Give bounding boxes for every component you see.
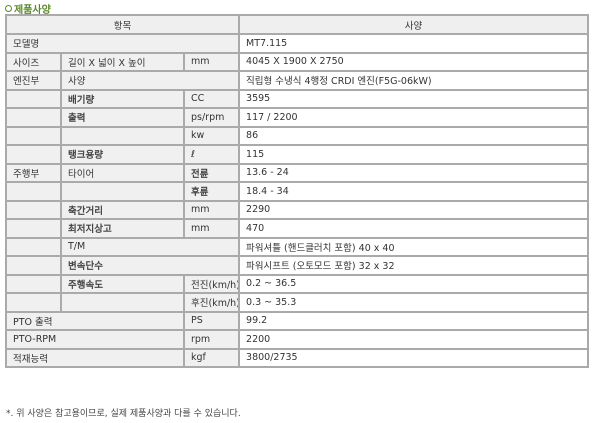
- row-label: PTO 출력: [5, 310, 185, 331]
- row-value: 파워셔틀 (핸드클러치 포함) 40 x 40: [238, 236, 589, 257]
- row-category: 주행부: [5, 162, 62, 183]
- table-row: 적재능력 kgf 3800/2735: [5, 347, 589, 368]
- header-spec: 사양: [238, 14, 589, 35]
- table-row: 후륜 18.4 - 34: [5, 181, 589, 202]
- row-category: [5, 88, 62, 109]
- row-label: 배기량: [60, 88, 185, 109]
- row-unit: 후륜: [182, 181, 241, 202]
- row-label: [60, 292, 185, 313]
- row-value: 3595: [238, 88, 589, 109]
- table-row: 탱크용량 ℓ 115: [5, 144, 589, 165]
- table-row: 후진(km/h) 0.3 ~ 35.3: [5, 292, 589, 313]
- row-unit: kgf: [182, 347, 241, 368]
- row-category: 엔진부: [5, 70, 62, 91]
- table-row: PTO-RPM rpm 2200: [5, 329, 589, 350]
- row-value: 470: [238, 218, 589, 239]
- table-row: T/M 파워셔틀 (핸드클러치 포함) 40 x 40: [5, 236, 589, 257]
- row-value: 2290: [238, 199, 589, 220]
- row-value: MT7.115: [238, 33, 589, 54]
- table-row: 출력 ps/rpm 117 / 2200: [5, 107, 589, 128]
- row-category: [5, 144, 62, 165]
- spec-table: 항목 사양 모델명 MT7.115 사이즈 길이 X 넓이 X 높이 mm 4045 X…: [4, 14, 589, 368]
- row-label: 적재능력: [5, 347, 185, 368]
- row-label: 축간거리: [60, 199, 185, 220]
- table-row: 최저지상고 mm 470: [5, 218, 589, 239]
- row-category: [5, 199, 62, 220]
- row-value: 18.4 - 34: [238, 181, 589, 202]
- row-unit: mm: [182, 199, 241, 220]
- section-title: 제품사양: [5, 1, 51, 16]
- row-unit: CC: [182, 88, 241, 109]
- row-value: 0.3 ~ 35.3: [238, 292, 589, 313]
- row-value: 0.2 ~ 36.5: [238, 273, 589, 294]
- table-row: 사이즈 길이 X 넓이 X 높이 mm 4045 X 1900 X 2750: [5, 51, 589, 72]
- table-row: 축간거리 mm 2290: [5, 199, 589, 220]
- row-value: 115: [238, 144, 589, 165]
- row-label: 사양: [59, 70, 241, 91]
- row-label: 출력: [60, 107, 185, 128]
- row-unit: 후진(km/h): [182, 292, 241, 313]
- table-row: PTO 출력 PS 99.2: [5, 310, 589, 331]
- row-category: [5, 273, 62, 294]
- row-unit: PS: [182, 310, 241, 331]
- header-item: 항목: [4, 14, 241, 35]
- row-unit: ℓ: [182, 144, 241, 165]
- row-unit: mm: [182, 218, 241, 239]
- table-row: 배기량 CC 3595: [5, 88, 589, 109]
- row-label: PTO-RPM: [5, 329, 185, 350]
- row-unit: 전륜: [182, 162, 241, 183]
- table-header: 항목 사양: [4, 14, 589, 35]
- row-value: 99.2: [238, 310, 589, 331]
- row-value: 13.6 - 24: [238, 162, 589, 183]
- row-category: [5, 125, 62, 146]
- row-unit: mm: [182, 51, 241, 72]
- footnote: *. 위 사양은 참고용이므로, 실제 제품사양과 다를 수 있습니다.: [6, 409, 241, 419]
- table-row: 주행부 타이어 전륜 13.6 - 24: [5, 162, 589, 183]
- row-unit: ps/rpm: [182, 107, 241, 128]
- row-category: [5, 255, 62, 276]
- row-unit: kw: [182, 125, 241, 146]
- table-row: 주행속도 전진(km/h) 0.2 ~ 36.5: [5, 273, 589, 294]
- bullet-icon: [5, 5, 12, 12]
- row-value: 86: [238, 125, 589, 146]
- row-label: 주행속도: [60, 273, 185, 294]
- row-value: 파워시프트 (오토모드 포함) 32 x 32: [238, 255, 589, 276]
- table-row: 엔진부 사양 직립형 수냉식 4행정 CRDI 엔진(F5G-06kW): [5, 70, 589, 91]
- row-value: 3800/2735: [238, 347, 589, 368]
- row-value: 2200: [238, 329, 589, 350]
- row-label: [60, 125, 185, 146]
- row-category: [5, 236, 62, 257]
- row-category: [5, 181, 62, 202]
- table-row: kw 86: [5, 125, 589, 146]
- row-category: [5, 107, 62, 128]
- row-category: 사이즈: [5, 51, 62, 72]
- row-unit: 전진(km/h): [182, 273, 241, 294]
- row-label: [60, 181, 185, 202]
- row-value: 4045 X 1900 X 2750: [238, 51, 589, 72]
- row-value: 117 / 2200: [238, 107, 589, 128]
- row-label: T/M: [59, 236, 241, 257]
- table-row: 변속단수 파워시프트 (오토모드 포함) 32 x 32: [5, 255, 589, 276]
- row-label: 모델명: [4, 33, 241, 54]
- row-label: 변속단수: [59, 255, 241, 276]
- row-value: 직립형 수냉식 4행정 CRDI 엔진(F5G-06kW): [238, 70, 589, 91]
- row-label: 타이어: [60, 162, 185, 183]
- row-label: 길이 X 넓이 X 높이: [60, 51, 185, 72]
- row-label: 탱크용량: [60, 144, 185, 165]
- row-category: [5, 218, 62, 239]
- row-label: 최저지상고: [60, 218, 185, 239]
- row-unit: rpm: [182, 329, 241, 350]
- table-row: 모델명 MT7.115: [4, 33, 589, 54]
- row-category: [5, 292, 62, 313]
